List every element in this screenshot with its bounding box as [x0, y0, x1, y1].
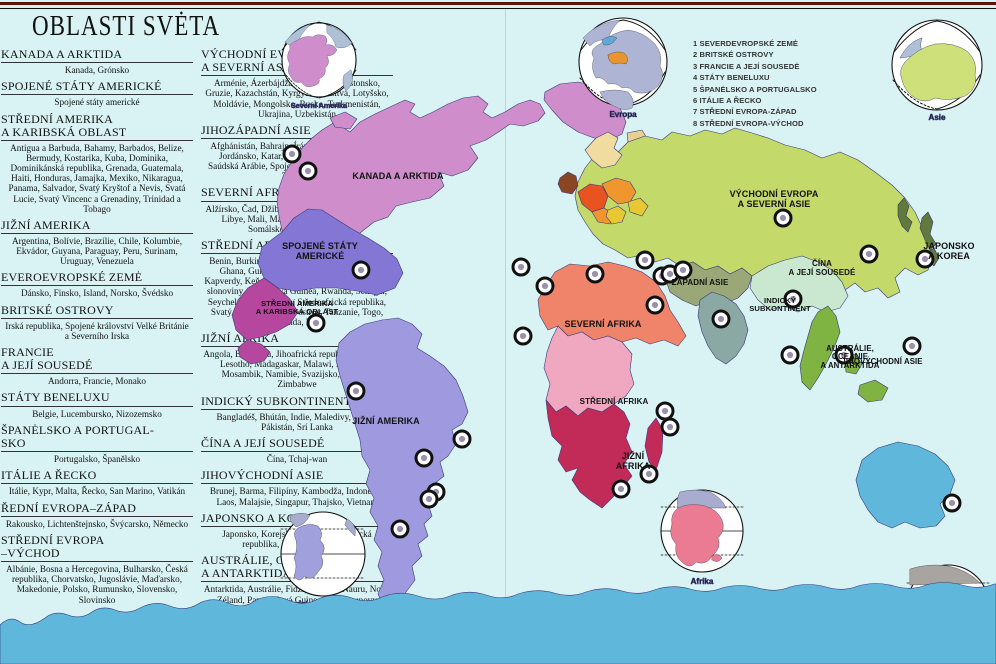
svg-text:Asie: Asie: [929, 113, 946, 122]
svg-text:Severní Amerika: Severní Amerika: [291, 101, 348, 110]
svg-text:Evropa: Evropa: [609, 110, 637, 119]
svg-text:Afrika: Afrika: [691, 577, 714, 586]
